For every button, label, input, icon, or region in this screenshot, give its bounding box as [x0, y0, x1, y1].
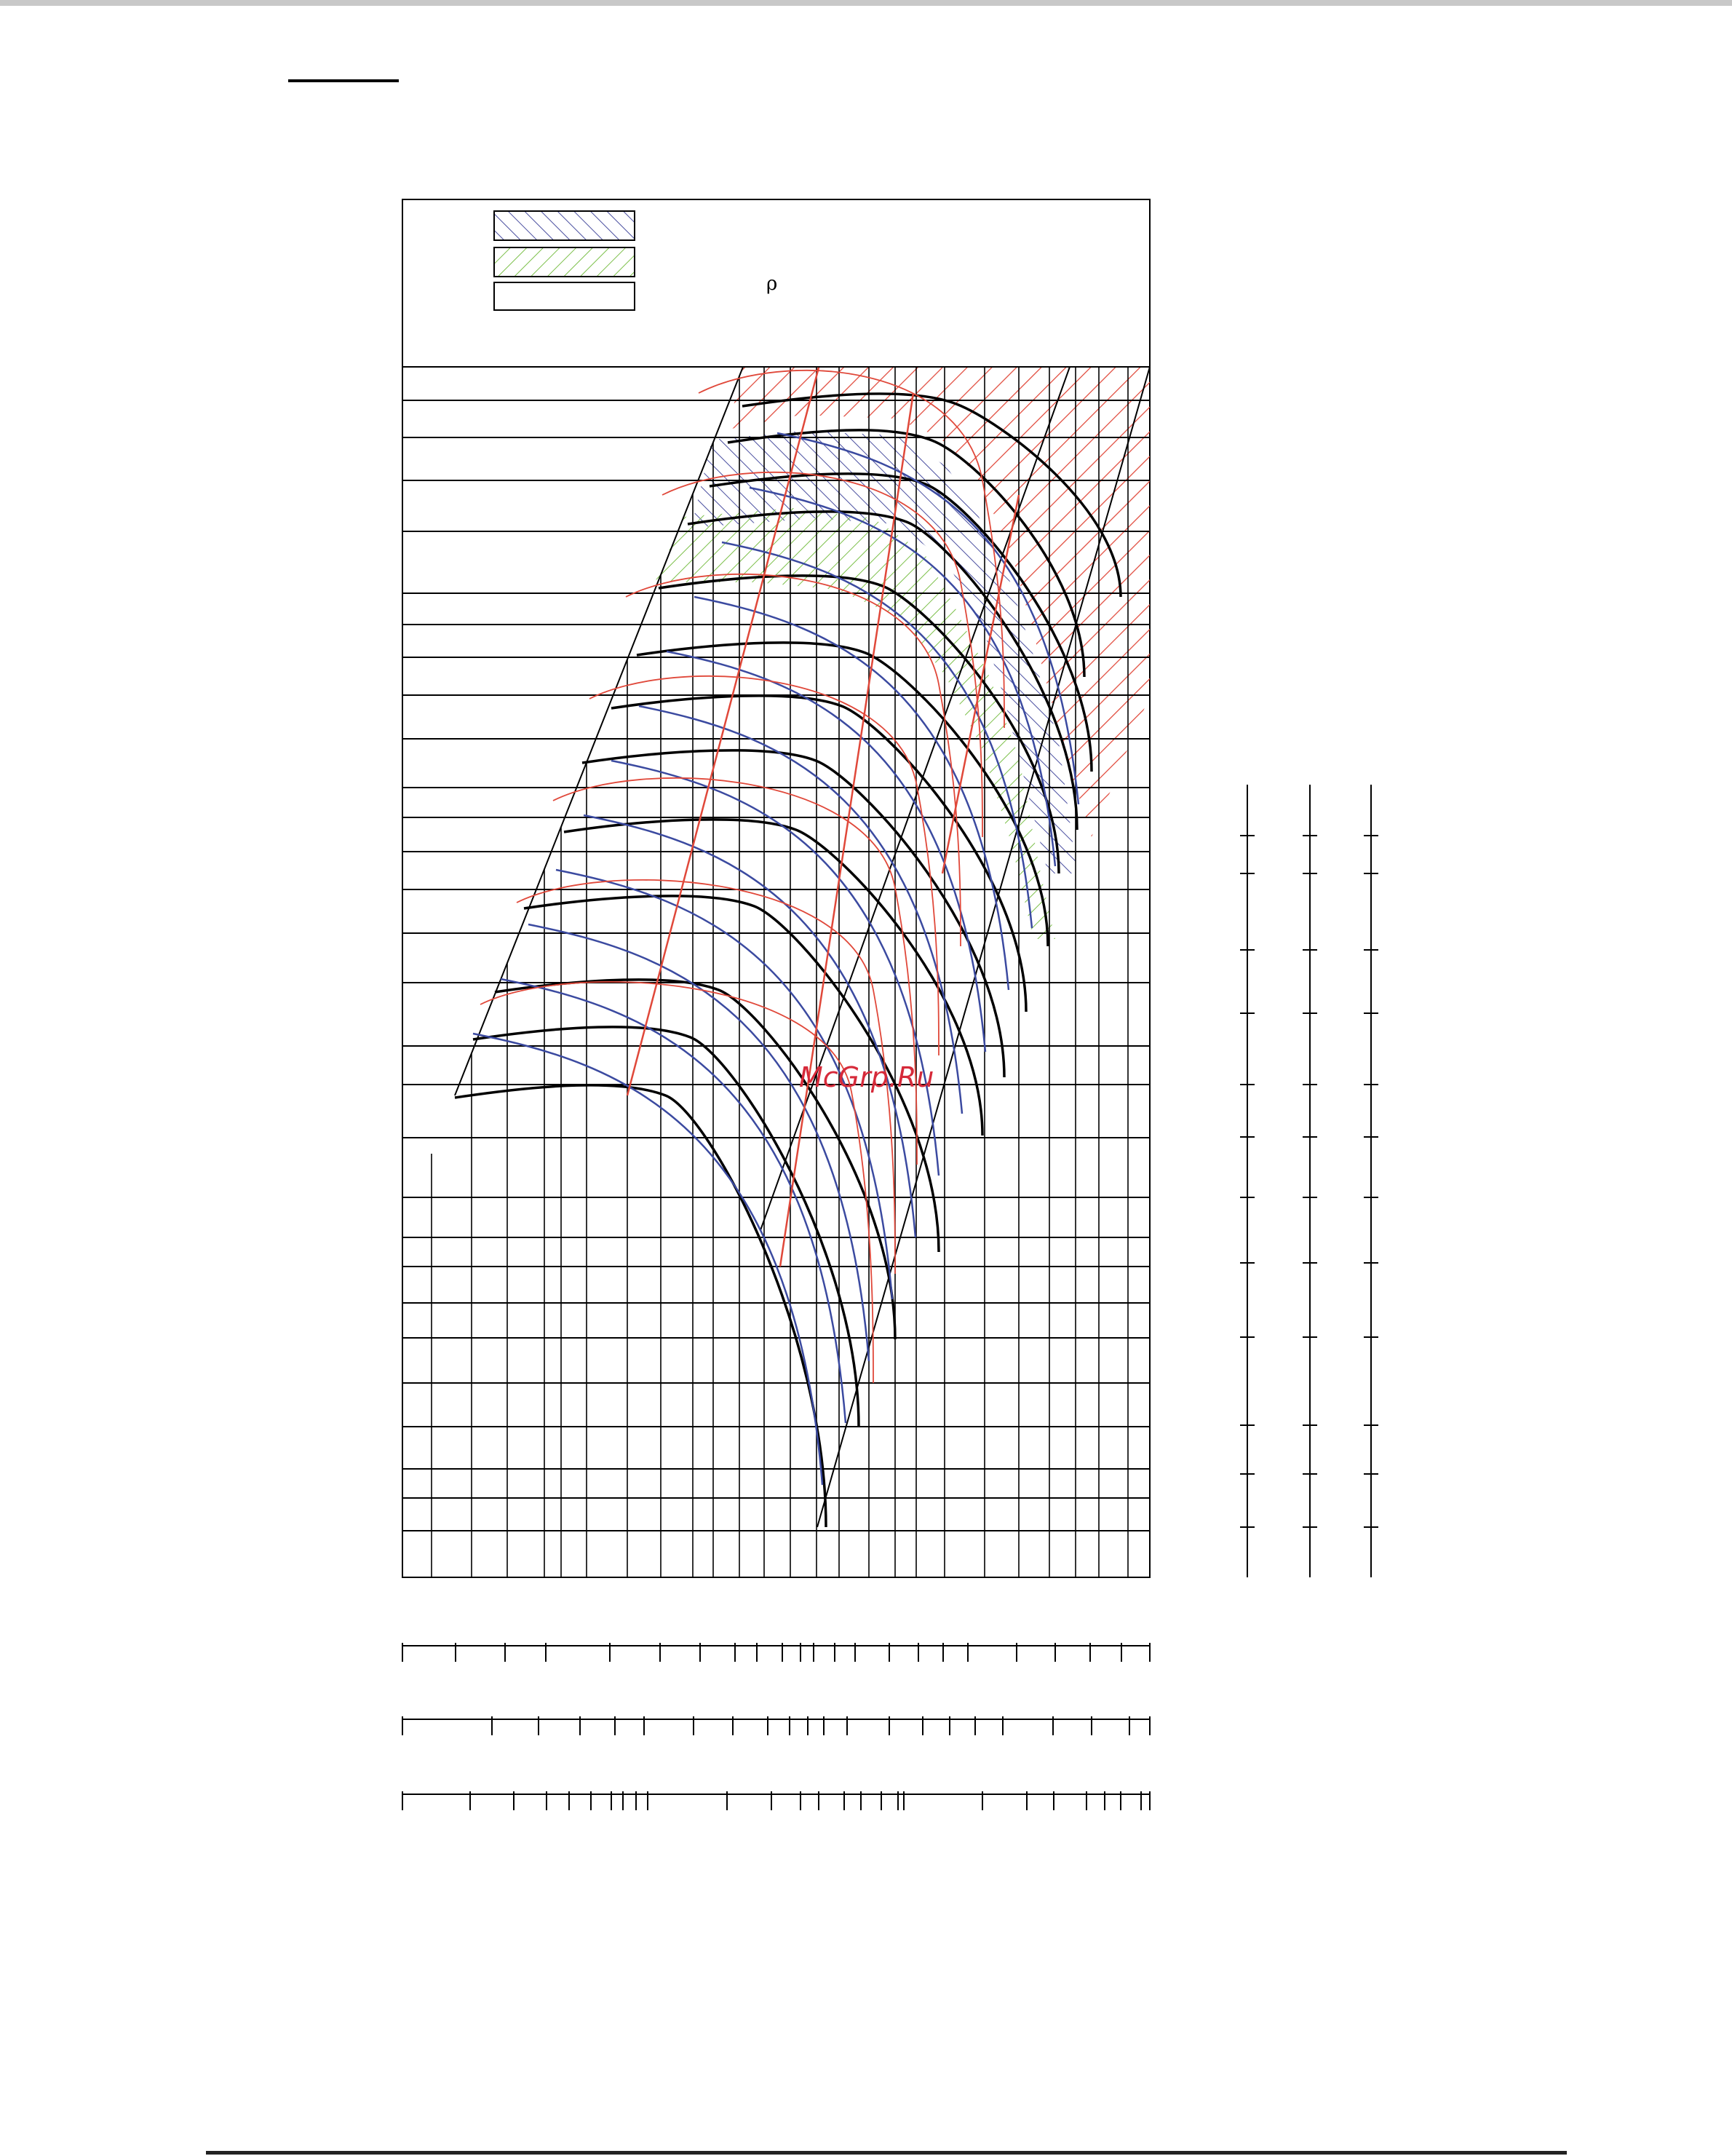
fan-curve — [581, 749, 1006, 1078]
power-curve — [472, 1032, 824, 1486]
power-curve — [694, 595, 1010, 991]
speed-line — [941, 494, 1020, 874]
horizontal-gridlines — [402, 366, 1150, 1578]
efficiency-curve — [480, 981, 874, 1384]
title-underline — [288, 79, 399, 82]
power-curves — [472, 432, 1080, 1486]
efficiency-curve — [589, 675, 940, 1056]
region-green-hatched — [655, 508, 1055, 939]
top-page-rule — [0, 0, 1732, 6]
inner-diagonal-1 — [760, 366, 1070, 1231]
power-curve — [749, 486, 1057, 867]
fan-curve — [472, 1026, 860, 1427]
power-curve — [721, 541, 1033, 929]
power-curve — [583, 814, 917, 1238]
fan-curve — [454, 1084, 827, 1528]
speed-lines — [626, 367, 1020, 1267]
fan-curve — [727, 429, 1086, 678]
region-red-hatched — [728, 367, 1150, 837]
power-curve — [611, 759, 940, 1176]
vertical-gridlines — [431, 367, 1129, 1577]
legend-swatch-empty — [493, 282, 635, 311]
bottom-scales — [402, 1643, 1151, 1810]
fan-curve — [611, 694, 1028, 1012]
efficiency-curve — [625, 574, 961, 947]
efficiency-curve — [516, 879, 896, 1275]
hatched-regions — [655, 367, 1150, 939]
fan-curve — [563, 818, 984, 1136]
power-curve — [776, 432, 1080, 805]
fan-curve — [658, 574, 1060, 874]
fan-curves — [454, 392, 1122, 1528]
watermark: McGrp.Ru — [799, 1061, 934, 1093]
fan-curve — [523, 895, 940, 1253]
efficiency-curves — [480, 369, 1005, 1384]
fan-curve — [709, 472, 1093, 772]
power-curve — [528, 923, 870, 1362]
density-symbol: ρ — [766, 273, 777, 295]
legend: ρ — [402, 199, 1151, 368]
fan-curve — [742, 392, 1122, 598]
power-curve — [500, 978, 847, 1424]
power-curve — [555, 868, 894, 1300]
speed-line — [626, 367, 820, 1096]
fan-curve — [494, 978, 897, 1340]
efficiency-curve — [698, 369, 1005, 729]
power-curve — [666, 650, 987, 1053]
speed-line — [779, 392, 915, 1267]
bottom-page-rule — [206, 2151, 1567, 2155]
right-scales — [1240, 785, 1378, 1577]
left-diagonal-boundary — [454, 366, 744, 1096]
legend-swatch-blue — [493, 210, 635, 241]
efficiency-curve — [552, 777, 918, 1165]
efficiency-curve — [662, 471, 983, 838]
fan-curve — [636, 641, 1049, 947]
power-curve — [638, 705, 964, 1114]
region-blue-hatched — [691, 431, 1077, 873]
legend-swatch-green — [493, 247, 635, 277]
